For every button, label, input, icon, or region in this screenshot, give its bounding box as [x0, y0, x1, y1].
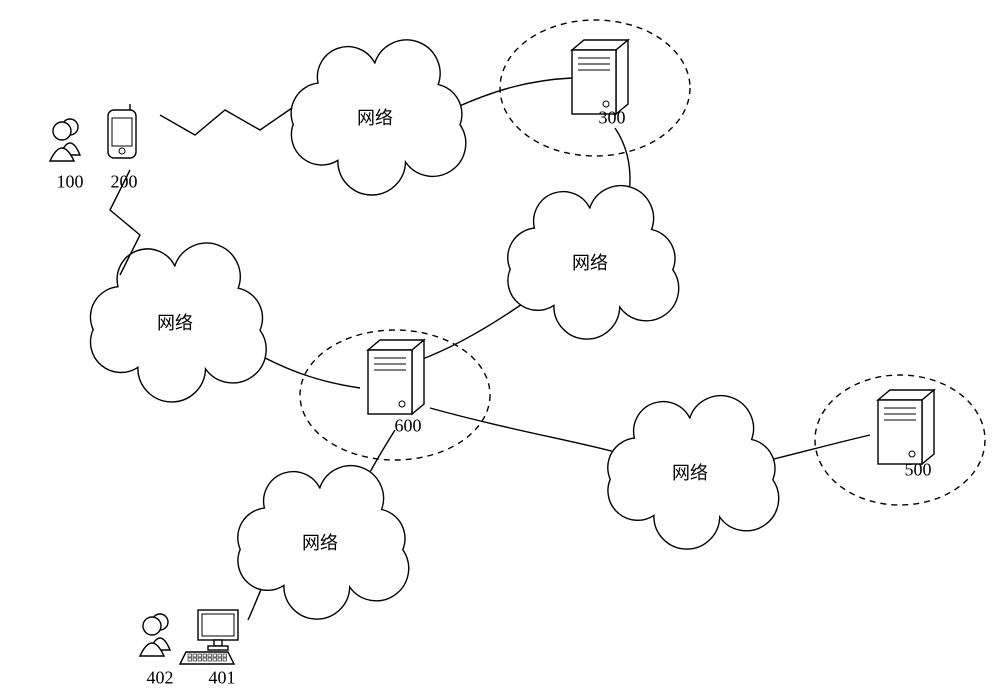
cloud-icon [238, 466, 409, 619]
desktop-icon [180, 610, 238, 664]
server-icon [572, 40, 628, 114]
wired-link [455, 78, 572, 108]
cloud-icon [608, 396, 779, 549]
cloud-icon [90, 243, 266, 402]
diagram-stage: 网络网络网络网络网络300600500100402200401 [0, 0, 1000, 698]
server-icon [368, 340, 424, 414]
phone-icon [108, 104, 136, 158]
wired-link [770, 435, 870, 460]
wired-link [430, 408, 615, 452]
user-icon [50, 119, 80, 161]
diagram-svg [0, 0, 1000, 698]
wired-link [250, 350, 360, 388]
wired-link [420, 295, 535, 360]
cloud-icon [291, 40, 466, 195]
cloud-icon [508, 186, 679, 339]
user-icon [140, 614, 170, 656]
wireless-link [160, 108, 292, 135]
server-icon [878, 390, 934, 464]
